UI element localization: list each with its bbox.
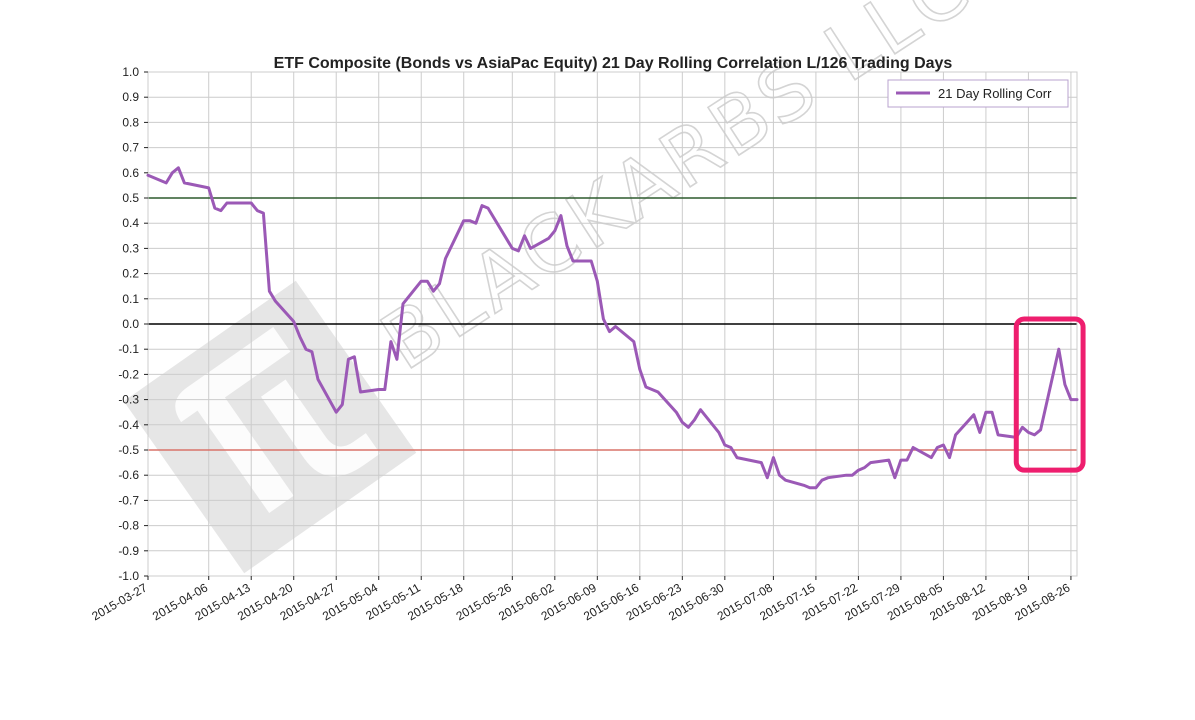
y-tick-label: 0.4: [122, 216, 139, 230]
y-tick-label: -0.2: [118, 367, 139, 381]
y-tick-label: 0.6: [122, 166, 139, 180]
y-tick-label: 0.8: [122, 115, 139, 129]
y-tick-label: 0.1: [122, 292, 139, 306]
series-layer: [146, 166, 1079, 490]
x-tick-label: 2015-03-27: [89, 580, 149, 623]
y-tick-label: 0.3: [122, 241, 139, 255]
y-tick-label: -0.6: [118, 468, 139, 482]
series-line: [146, 166, 1079, 490]
y-tick-label: -0.9: [118, 544, 139, 558]
y-tick-label: -0.1: [118, 342, 139, 356]
y-tick-label: -0.8: [118, 519, 139, 533]
y-tick-label: 0.5: [122, 191, 139, 205]
highlight-box: [1013, 316, 1086, 473]
legend-label: 21 Day Rolling Corr: [938, 86, 1052, 101]
y-tick-label: -0.7: [118, 493, 139, 507]
y-tick-label: -0.3: [118, 393, 139, 407]
y-tick-label: 0.9: [122, 90, 139, 104]
chart-title: ETF Composite (Bonds vs AsiaPac Equity) …: [274, 55, 953, 72]
y-tick-label: -0.4: [118, 418, 139, 432]
y-tick-label: -1.0: [118, 569, 139, 583]
y-tick-label: 1.0: [122, 65, 139, 79]
y-tick-label: 0.2: [122, 267, 139, 281]
reference-lines: [148, 197, 1077, 451]
x-axis: 2015-03-27 2015-04-062015-04-132015-04-20…: [89, 576, 1073, 623]
y-tick-label: 0.0: [122, 317, 139, 331]
legend: 21 Day Rolling Corr: [887, 79, 1069, 108]
y-tick-label: 0.7: [122, 141, 139, 155]
y-axis: 1.0 0.9 0.8 0.7 0.6 0.5 0.4 0.3 0.2 0.1 0.0 -0.1 -0.…: [118, 65, 148, 583]
y-tick-label: -0.5: [118, 443, 139, 457]
